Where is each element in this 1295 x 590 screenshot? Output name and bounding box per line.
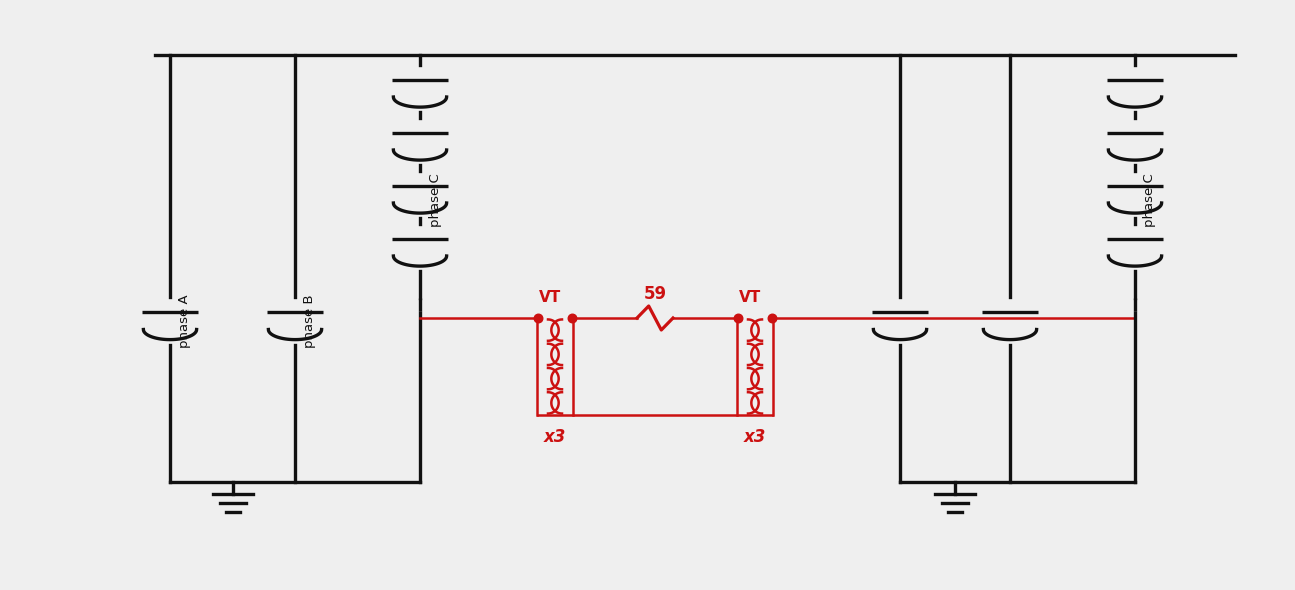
Point <box>761 313 782 323</box>
Text: phase C: phase C <box>1143 173 1156 227</box>
Point <box>527 313 548 323</box>
Text: phase A: phase A <box>177 294 190 348</box>
Text: x3: x3 <box>544 428 566 446</box>
Text: phase B: phase B <box>303 294 316 348</box>
Point <box>562 313 583 323</box>
Point <box>728 313 749 323</box>
Text: x3: x3 <box>743 428 767 446</box>
Text: phase C: phase C <box>429 173 442 227</box>
Text: VT: VT <box>539 290 561 305</box>
Text: VT: VT <box>739 290 761 305</box>
Text: 59: 59 <box>644 285 667 303</box>
